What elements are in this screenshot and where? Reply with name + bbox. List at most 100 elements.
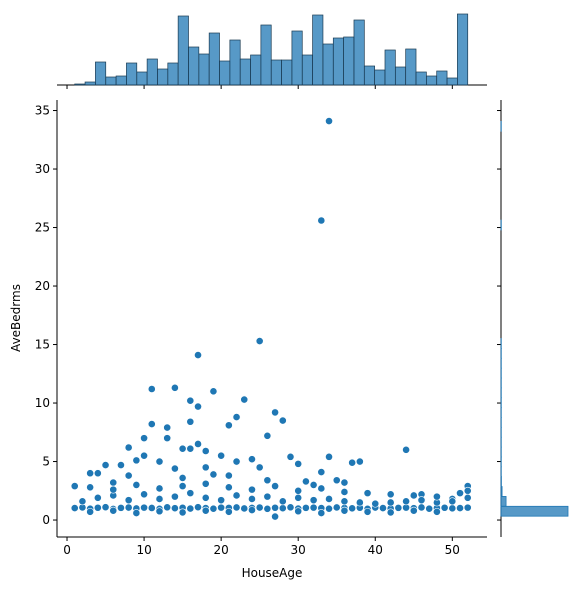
scatter-point	[194, 402, 202, 411]
scatter-point	[363, 507, 372, 516]
scatter-point	[386, 498, 395, 507]
scatter-point	[355, 498, 364, 507]
histogram-bar	[270, 59, 282, 86]
scatter-point	[209, 470, 218, 479]
scatter-point	[178, 474, 187, 482]
histogram-bar	[353, 19, 365, 86]
scatter-point	[340, 478, 349, 487]
histogram-bar	[281, 59, 293, 86]
scatter-point	[109, 478, 118, 487]
scatter-point	[248, 495, 256, 503]
x-tick-label: 20	[213, 543, 228, 557]
histogram-bar	[500, 505, 569, 517]
scatter-point	[209, 387, 218, 396]
y-tick-label: 20	[35, 279, 50, 293]
scatter-point	[379, 504, 387, 513]
scatter-point	[171, 504, 179, 513]
histogram-bar	[219, 60, 231, 86]
scatter-point	[140, 451, 148, 460]
scatter-point	[286, 452, 295, 461]
scatter-point	[386, 508, 395, 517]
scatter-point	[271, 408, 279, 417]
scatter-point	[224, 483, 233, 492]
scatter-point	[163, 423, 172, 432]
scatter-point	[86, 507, 95, 516]
scatter-point	[340, 497, 349, 506]
scatter-point	[109, 485, 118, 494]
scatter-point	[417, 503, 426, 512]
histogram-bar	[105, 76, 117, 86]
histogram-bar	[74, 83, 86, 86]
scatter-point	[278, 497, 287, 506]
scatter-point	[201, 447, 210, 455]
histogram-bar	[436, 70, 448, 86]
scatter-point	[124, 443, 133, 452]
scatter-point	[317, 484, 326, 493]
scatter-point	[348, 458, 357, 467]
scatter-point	[86, 469, 95, 478]
scatter-point	[263, 431, 272, 440]
histogram-bar	[239, 58, 251, 86]
histogram-bar	[384, 49, 396, 86]
histogram-bar	[322, 43, 334, 86]
scatter-point	[140, 503, 148, 512]
scatter-point	[409, 506, 418, 515]
scatter-point	[78, 497, 87, 506]
x-tick-label: 0	[63, 543, 71, 557]
scatter-point	[440, 503, 449, 512]
scatter-point	[456, 504, 464, 513]
scatter-point	[124, 503, 133, 512]
scatter-point	[147, 504, 156, 512]
scatter-point	[93, 469, 102, 478]
histogram-bar	[312, 14, 324, 86]
scatter-point	[325, 117, 333, 125]
scatter-point	[232, 503, 241, 512]
scatter-point	[147, 385, 156, 393]
y-tick-label: 35	[35, 104, 50, 118]
scatter-point	[101, 503, 110, 512]
scatter-point	[340, 506, 349, 515]
scatter-point	[433, 492, 441, 501]
scatter-point	[332, 503, 341, 512]
scatter-point	[171, 464, 179, 473]
y-tick-label: 10	[35, 396, 50, 410]
histogram-bar	[301, 54, 313, 86]
histogram-bar	[343, 36, 355, 86]
scatter-point	[240, 395, 249, 404]
scatter-point	[309, 496, 318, 505]
scatter-point	[224, 421, 233, 430]
scatter-point	[186, 417, 195, 426]
scatter-point	[255, 463, 264, 472]
histogram-bar	[136, 71, 148, 86]
y-tick-label: 15	[35, 338, 50, 352]
scatter-point	[294, 507, 303, 516]
scatter-point	[70, 504, 79, 513]
scatter-point	[124, 496, 133, 505]
scatter-point	[109, 506, 118, 515]
scatter-point	[456, 489, 464, 498]
scatter-point	[309, 503, 318, 512]
scatter-point	[155, 507, 164, 516]
scatter-point	[178, 508, 187, 517]
scatter-point	[217, 503, 226, 512]
scatter-point	[93, 493, 102, 502]
scatter-point	[325, 504, 333, 513]
x-tick-label: 40	[368, 543, 383, 557]
scatter-point	[340, 488, 349, 496]
scatter-point	[117, 503, 125, 512]
histogram-bar	[167, 62, 179, 86]
scatter-point	[140, 490, 148, 499]
histogram-bar	[260, 24, 272, 86]
scatter-point	[155, 495, 164, 503]
scatter-point	[463, 503, 472, 512]
histogram-bar	[446, 77, 458, 86]
histogram-bar	[115, 75, 127, 86]
scatter-point	[394, 503, 403, 512]
scatter-point	[132, 481, 141, 489]
scatter-point	[278, 504, 287, 513]
scatter-point	[155, 457, 164, 466]
scatter-point	[448, 504, 457, 513]
scatter-point	[132, 456, 141, 465]
histogram-bar	[126, 62, 138, 86]
